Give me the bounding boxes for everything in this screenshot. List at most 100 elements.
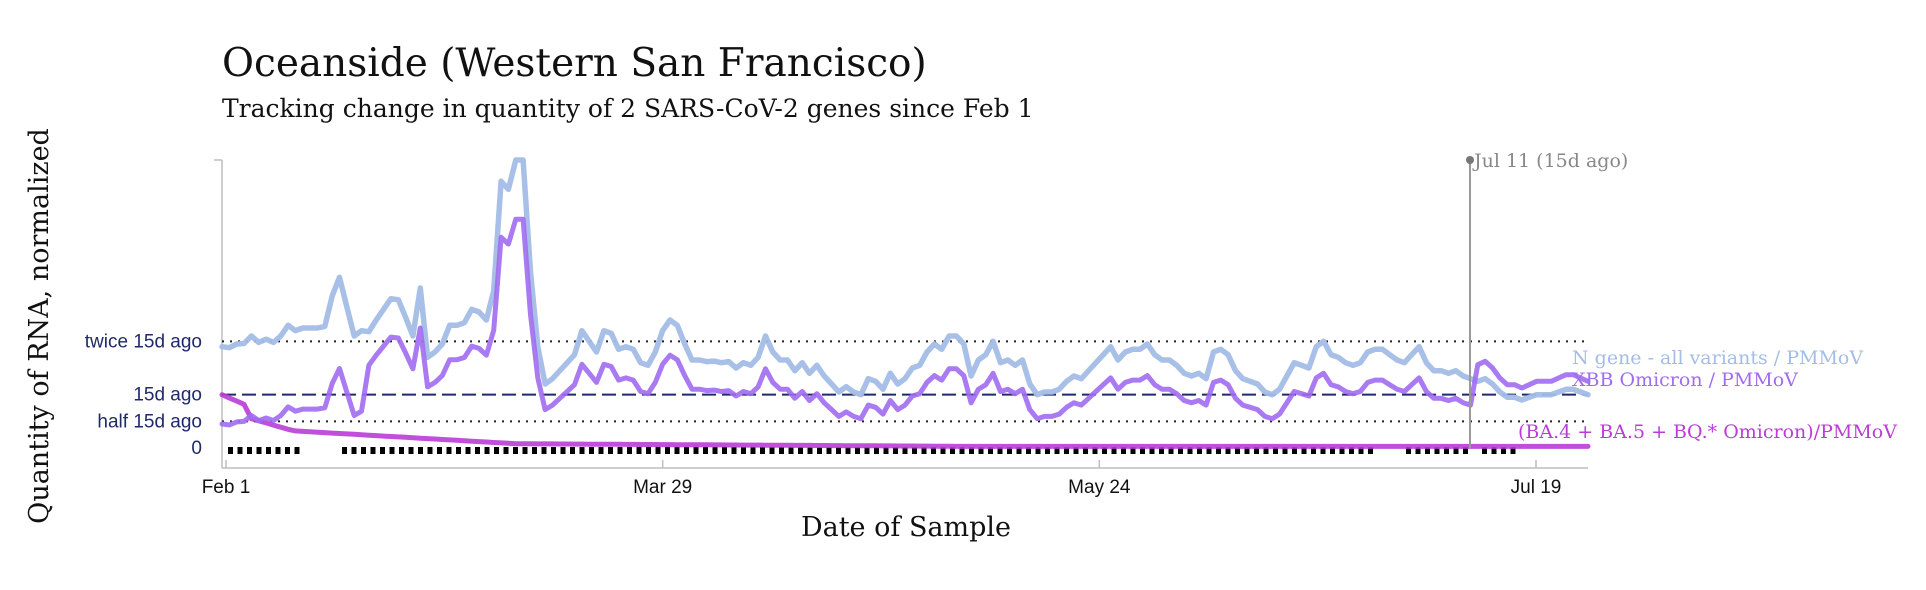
sample-tick [950, 447, 955, 454]
sample-tick [342, 447, 347, 454]
sample-tick [674, 447, 680, 454]
x-tick-label: Mar 29 [633, 477, 692, 498]
chart-subtitle: Tracking change in quantity of 2 SARS-Co… [222, 94, 1034, 123]
sample-tick [1187, 447, 1193, 454]
sample-tick [997, 447, 1003, 454]
sample-tick [1206, 447, 1212, 454]
sample-tick [1358, 447, 1364, 454]
sample-tick [1235, 447, 1240, 454]
sample-tick [408, 447, 414, 454]
sample-tick [465, 447, 471, 454]
sample-tick [779, 447, 784, 454]
sample-tick [1140, 447, 1145, 454]
sample-tick [228, 447, 233, 454]
sample-tick [703, 447, 708, 454]
sample-tick [1501, 447, 1506, 454]
sample-tick [855, 447, 860, 454]
sample-tick [475, 447, 480, 454]
sample-tick [1491, 447, 1497, 454]
sample-tick [731, 447, 737, 454]
sample-tick [760, 447, 765, 454]
sample-tick [1244, 447, 1250, 454]
sample-tick [969, 447, 974, 454]
sample-tick [750, 447, 756, 454]
series-line-1 [219, 216, 1591, 428]
sample-tick [627, 447, 632, 454]
sample-tick [1339, 447, 1345, 454]
sample-tick [655, 447, 661, 454]
sample-tick [1149, 447, 1155, 454]
sample-tick [256, 447, 262, 454]
sample-tick [798, 447, 803, 454]
sample-tick [1453, 447, 1459, 454]
sample-tick [921, 447, 927, 454]
sample-tick [1463, 447, 1468, 454]
x-tick-label: Jul 19 [1511, 477, 1562, 498]
sample-tick [437, 447, 442, 454]
series-layer [219, 157, 1591, 449]
sample-tick [741, 447, 746, 454]
sample-tick [418, 447, 423, 454]
sample-tick [902, 447, 908, 454]
sample-tick [883, 447, 889, 454]
sample-tick [807, 447, 813, 454]
sample-tick [1263, 447, 1269, 454]
sample-tick [940, 447, 946, 454]
sample-tick [1320, 447, 1326, 454]
sample-tick [1301, 447, 1307, 454]
y-tick-label: half 15d ago [97, 411, 202, 432]
x-axis-label: Date of Sample [801, 512, 1011, 543]
y-tick-label: 0 [191, 438, 202, 459]
sample-tick [1035, 447, 1041, 454]
sample-tick [1007, 447, 1012, 454]
x-tick-label: May 24 [1068, 477, 1131, 498]
sample-tick [788, 447, 794, 454]
y-tick-label: 15d ago [133, 385, 202, 406]
sample-tick [931, 447, 936, 454]
reference-lines: twice 15d ago 15d ago half 15d ago 0 [85, 331, 1588, 459]
sample-tick [579, 447, 585, 454]
sample-tick [484, 447, 490, 454]
sample-tick [864, 447, 870, 454]
sample-tick [1415, 447, 1421, 454]
sample-tick [1121, 447, 1126, 454]
sample-tick [1102, 447, 1107, 454]
sample-tick [1026, 447, 1031, 454]
axes: Feb 1 Mar 29 May 24 Jul 19 [202, 159, 1588, 498]
sample-tick [1282, 447, 1288, 454]
sample-tick [1311, 447, 1316, 454]
sample-tick [978, 447, 984, 454]
sample-tick [608, 447, 613, 454]
sample-tick [1368, 447, 1373, 454]
legend-label-0: N gene - all variants / PMMoV [1572, 347, 1863, 369]
sample-tick [665, 447, 670, 454]
marker-dot [1466, 156, 1474, 164]
sample-tick [769, 447, 775, 454]
sample-tick [427, 447, 433, 454]
sample-tick [712, 447, 718, 454]
sample-tick [237, 447, 243, 454]
sample-tick [1130, 447, 1136, 454]
sample-tick [1510, 447, 1516, 454]
sample-tick [874, 447, 879, 454]
sample-tick [389, 447, 395, 454]
sample-tick [1178, 447, 1183, 454]
sample-tick [1216, 447, 1221, 454]
sample-tick [1349, 447, 1354, 454]
sample-tick [370, 447, 376, 454]
sample-tick [522, 447, 528, 454]
sample-tick [1330, 447, 1335, 454]
sample-tick [294, 447, 300, 454]
sample-tick [1064, 447, 1069, 454]
sample-tick [361, 447, 366, 454]
sample-tick [275, 447, 281, 454]
sample-tick [494, 447, 499, 454]
sample-tick [456, 447, 461, 454]
marker-label: Jul 11 (15d ago) [1472, 150, 1628, 172]
sample-tick [598, 447, 604, 454]
sample-tick [1073, 447, 1079, 454]
sample-ticks [228, 447, 1516, 454]
sample-tick [1254, 447, 1259, 454]
